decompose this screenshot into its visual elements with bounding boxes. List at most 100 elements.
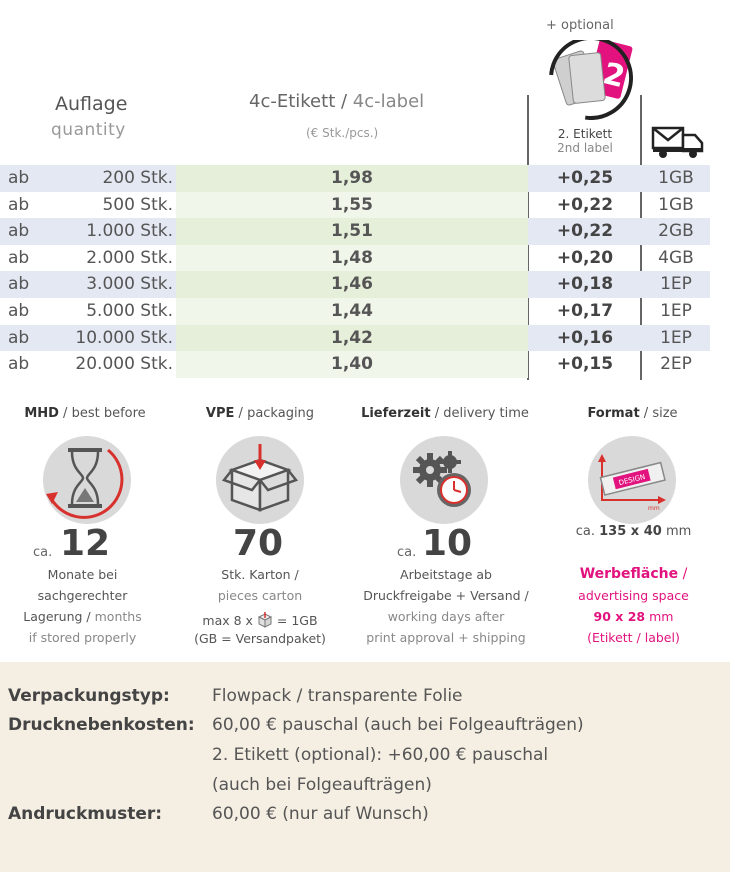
mhd-description: Monate bei sachgerechter Lagerung / mont… [0,564,165,648]
format-space-size: 90 x 28 [593,609,646,624]
row-price: 1,48 [176,244,528,272]
mhd-value: 12 [60,523,111,564]
mhd-line1: Monate bei [47,567,118,582]
row-price: 1,40 [176,351,528,378]
row-quantity: 3.000 Stk. [86,274,173,295]
mhd-ca: ca. [33,545,53,560]
delivery-line3: working days after [387,609,505,624]
label-header-en: 4c-label [352,91,425,112]
quantity-header-de: Auflage [55,93,128,115]
row-quantity: 200 Stk. [102,168,173,188]
delivery-line1: Arbeitstage ab [400,567,492,582]
footer-panel [0,662,730,872]
format-size-value: 135 x 40 [599,524,662,539]
vpe-description: Stk. Karton / pieces carton [175,564,345,606]
delivery-line4: print approval + shipping [366,630,526,645]
truck-mail-icon [651,125,705,159]
print-costs-value1: 60,00 € pauschal (auch bei Folgeaufträge… [212,715,584,735]
vpe-line3: max 8 x = 1GB [175,612,345,631]
label-header-de: 4c-Etikett [249,91,336,112]
box-icon [220,440,300,520]
row-quantity: 5.000 Stk. [86,301,173,321]
print-costs-value2: 2. Etikett (optional): +60,00 € pauschal [212,745,549,765]
delivery-title-de: Lieferzeit [361,406,431,421]
mhd-title: MHD / best before [24,406,146,421]
mhd-line2: sachgerechter [37,588,128,603]
vpe-line3-post: = 1GB [276,613,318,628]
row-prefix: ab [8,194,30,215]
second-label-en: 2nd label [557,141,613,155]
row-second-label-price: +0,16 [556,327,614,348]
row-shipping: 1EP [660,274,692,295]
vpe-line3-pre: max 8 x [202,613,253,628]
hourglass-icon [30,428,140,528]
format-space-unit: mm [649,609,674,624]
row-prefix: ab [8,247,30,268]
table-row: ab 500 Stk. 1,55 +0,22 1GB [0,191,710,219]
packaging-type-value: Flowpack / transparente Folie [212,686,463,706]
mhd-line3-de: Lagerung [23,609,83,624]
format-space-size-line: 90 x 28 mm [551,606,716,627]
mhd-title-en: best before [71,406,146,421]
delivery-title: Lieferzeit / delivery time [361,406,529,421]
row-quantity: 20.000 Stk. [75,354,173,375]
row-shipping: 2GB [658,221,694,242]
row-price: 1,44 [176,298,528,325]
label-size-icon: DESIGN mm [588,436,676,524]
proof-value: 60,00 € (nur auf Wunsch) [212,804,429,824]
row-shipping: 1EP [660,327,692,348]
label-header: 4c-Etikett / 4c-label [249,91,424,112]
table-row: ab 20.000 Stk. 1,40 +0,15 2EP [0,351,710,378]
mhd-line3-en: months [94,609,142,624]
delivery-ca: ca. [397,545,417,560]
row-price: 1,42 [176,324,528,352]
row-shipping: 1GB [658,194,694,215]
row-second-label-price: +0,22 [556,194,614,215]
format-size: ca. 135 x 40 mm [556,524,711,539]
row-second-label-price: +0,20 [556,247,614,268]
vpe-title: VPE / packaging [205,406,315,421]
delivery-title-en: delivery time [443,406,529,421]
format-title-de: Format [587,406,640,421]
row-quantity: 2.000 Stk. [86,247,173,268]
row-second-label-price: +0,17 [556,301,614,321]
label-header-sep: / [335,91,353,112]
gears-clock-icon [400,436,488,524]
unit-header: (€ Stk./pcs.) [306,126,379,140]
quantity-header-en: quantity [51,120,126,140]
row-second-label-price: +0,15 [556,354,614,375]
delivery-value: 10 [422,523,473,564]
packaging-type-label: Verpackungstyp: [8,686,170,706]
labels-magnifier-icon: 2 [541,36,641,120]
vpe-title-en: packaging [247,406,315,421]
table-row: ab 2.000 Stk. 1,48 +0,20 4GB [0,244,710,272]
second-label-header: 2. Etikett 2nd label [530,127,640,155]
delivery-description: Arbeitstage ab Druckfreigabe + Versand /… [348,564,544,648]
row-prefix: ab [8,221,30,242]
row-quantity: 1.000 Stk. [86,221,173,242]
format-title-en: size [652,406,678,421]
table-row: ab 1.000 Stk. 1,51 +0,22 2GB [0,218,710,245]
vpe-line4: (GB = Versandpaket) [194,631,326,646]
print-costs-label: Drucknebenkosten: [8,715,195,735]
table-row: ab 200 Stk. 1,98 +0,25 1GB [0,165,710,192]
row-shipping: 1GB [658,168,694,188]
row-shipping: 4GB [658,247,694,268]
format-space-note: (Etikett / label) [587,630,680,645]
row-quantity: 500 Stk. [102,194,173,215]
vpe-shipping-note: max 8 x = 1GB (GB = Versandpaket) [175,612,345,646]
row-second-label-price: +0,25 [556,168,614,188]
row-price: 1,46 [176,271,528,298]
table-row: ab 10.000 Stk. 1,42 +0,16 1EP [0,324,710,352]
format-space-title: Werbefläche / [579,566,688,582]
mhd-line4: if stored properly [28,630,137,645]
row-prefix: ab [8,354,30,375]
row-second-label-price: +0,22 [556,221,614,242]
format-space-en: advertising space [578,588,689,603]
format-size-unit: mm [665,524,692,539]
row-quantity: 10.000 Stk. [75,327,173,348]
row-prefix: ab [8,274,30,295]
row-prefix: ab [8,168,30,188]
mhd-title-de: MHD [24,406,59,421]
proof-label: Andruckmuster: [8,804,163,824]
